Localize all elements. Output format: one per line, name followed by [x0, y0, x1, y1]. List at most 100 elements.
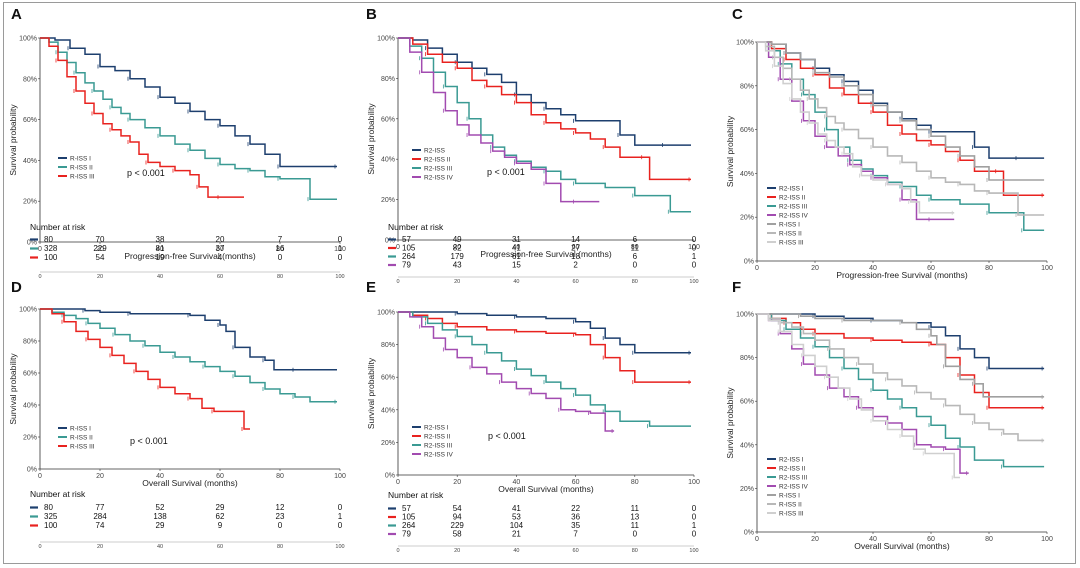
x-tick-label: 40 [869, 536, 877, 543]
series-line-r2-iss-iii [757, 313, 1045, 468]
y-tick-label: 80% [23, 339, 37, 346]
risk-cell: 264 [402, 521, 416, 530]
y-tick-label: 20% [23, 435, 37, 442]
x-tick-label: 80 [985, 536, 993, 543]
y-axis-label: Survival probability [8, 353, 18, 425]
y-tick-label: 80% [381, 342, 395, 349]
series-line-r-iss-iii [757, 313, 960, 479]
legend-label: R2-ISS III [779, 203, 807, 210]
series-line-r-iss-i [40, 308, 337, 371]
risk-cell: 0 [692, 513, 697, 522]
panel-letter: E [366, 279, 376, 296]
series-line-r2-iss-iii [398, 311, 691, 427]
x-tick-label: 60 [572, 244, 580, 251]
x-tick-label: 20 [453, 479, 461, 486]
y-tick-label: 40% [23, 403, 37, 410]
risk-cell: 7 [278, 235, 283, 244]
risk-cell: 229 [451, 521, 465, 530]
legend-label: R2-ISS III [424, 165, 452, 172]
risk-axis-tick: 60 [573, 548, 579, 554]
x-tick-label: 20 [96, 473, 104, 480]
legend-label: R-ISS II [779, 501, 802, 508]
risk-cell: 35 [571, 521, 580, 530]
risk-axis-tick: 40 [157, 544, 163, 550]
x-tick-label: 60 [572, 479, 580, 486]
risk-axis-tick: 40 [513, 279, 519, 285]
series-line-r2-iss-iv [398, 37, 600, 203]
x-tick-label: 100 [688, 479, 700, 486]
risk-cell: 100 [44, 253, 58, 262]
risk-cell: 0 [692, 261, 697, 270]
y-tick-label: 100% [19, 36, 37, 43]
risk-axis-tick: 100 [689, 548, 698, 554]
y-tick-label: 20% [381, 197, 395, 204]
risk-cell: 1 [338, 512, 343, 521]
risk-cell: 12 [276, 503, 285, 512]
risk-axis-tick: 80 [632, 548, 638, 554]
y-tick-label: 80% [740, 355, 754, 362]
risk-cell: 22 [571, 504, 580, 513]
risk-cell: 29 [156, 521, 165, 530]
risk-cell: 0 [278, 521, 283, 530]
legend-label: R2-ISS I [424, 424, 449, 431]
legend-label: R-ISS I [70, 155, 91, 162]
risk-axis-tick: 80 [277, 544, 283, 550]
risk-cell: 11 [631, 521, 640, 530]
series-line-r2-iss-iv [398, 311, 615, 432]
risk-axis-tick: 80 [632, 279, 638, 285]
risk-axis-tick: 60 [217, 274, 223, 280]
x-tick-label: 60 [927, 265, 935, 272]
risk-cell: 80 [44, 235, 53, 244]
y-tick-label: 0% [744, 259, 754, 266]
risk-cell: 79 [402, 530, 411, 539]
risk-cell: 7 [573, 530, 578, 539]
series-line-r-iss-i [757, 313, 1045, 398]
risk-axis-tick: 40 [513, 548, 519, 554]
risk-cell: 4 [218, 253, 223, 262]
risk-cell: 77 [96, 503, 105, 512]
y-tick-label: 100% [736, 312, 754, 319]
risk-cell: 100 [44, 521, 58, 530]
legend-label: R2-ISS II [779, 194, 806, 201]
risk-cell: 0 [338, 503, 343, 512]
risk-table-header: Number at risk [388, 490, 444, 500]
risk-cell: 38 [156, 235, 165, 244]
y-tick-label: 60% [381, 375, 395, 382]
risk-cell: 37 [216, 244, 225, 253]
risk-cell: 41 [512, 504, 521, 513]
risk-axis-tick: 60 [217, 544, 223, 550]
y-tick-label: 60% [23, 371, 37, 378]
risk-cell: 16 [276, 244, 285, 253]
y-tick-label: 100% [377, 310, 395, 317]
risk-cell: 57 [402, 504, 411, 513]
risk-cell: 9 [218, 521, 223, 530]
y-axis-label: Survival probability [725, 115, 735, 187]
risk-cell: 23 [276, 512, 285, 521]
risk-cell: 1 [692, 252, 697, 261]
risk-cell: 18 [571, 252, 580, 261]
risk-cell: 20 [216, 235, 225, 244]
x-tick-label: 80 [985, 265, 993, 272]
p-value-label: p < 0.001 [130, 436, 168, 446]
legend-label: R-ISS II [779, 230, 802, 237]
series-line-r2-iss-i [757, 313, 1045, 370]
y-tick-label: 40% [381, 157, 395, 164]
x-tick-label: 100 [688, 244, 700, 251]
series-line-r-iss-i [40, 37, 337, 168]
legend-label: R-ISS II [70, 164, 93, 171]
series-line-r-iss-ii [40, 37, 337, 200]
risk-cell: 284 [93, 512, 107, 521]
risk-cell: 0 [692, 504, 697, 513]
legend-label: R2-ISS I [779, 456, 804, 463]
x-tick-label: 40 [513, 244, 521, 251]
risk-axis-tick: 0 [38, 544, 41, 550]
x-axis-label: Progression-free Survival (months) [124, 251, 255, 261]
risk-cell: 14 [571, 235, 580, 244]
risk-cell: 13 [630, 513, 639, 522]
series-line-r-iss-iii [40, 37, 244, 198]
legend-label: R-ISS III [779, 239, 804, 246]
risk-cell: 54 [96, 253, 105, 262]
panel-letter: F [732, 279, 741, 296]
risk-cell: 58 [453, 530, 462, 539]
